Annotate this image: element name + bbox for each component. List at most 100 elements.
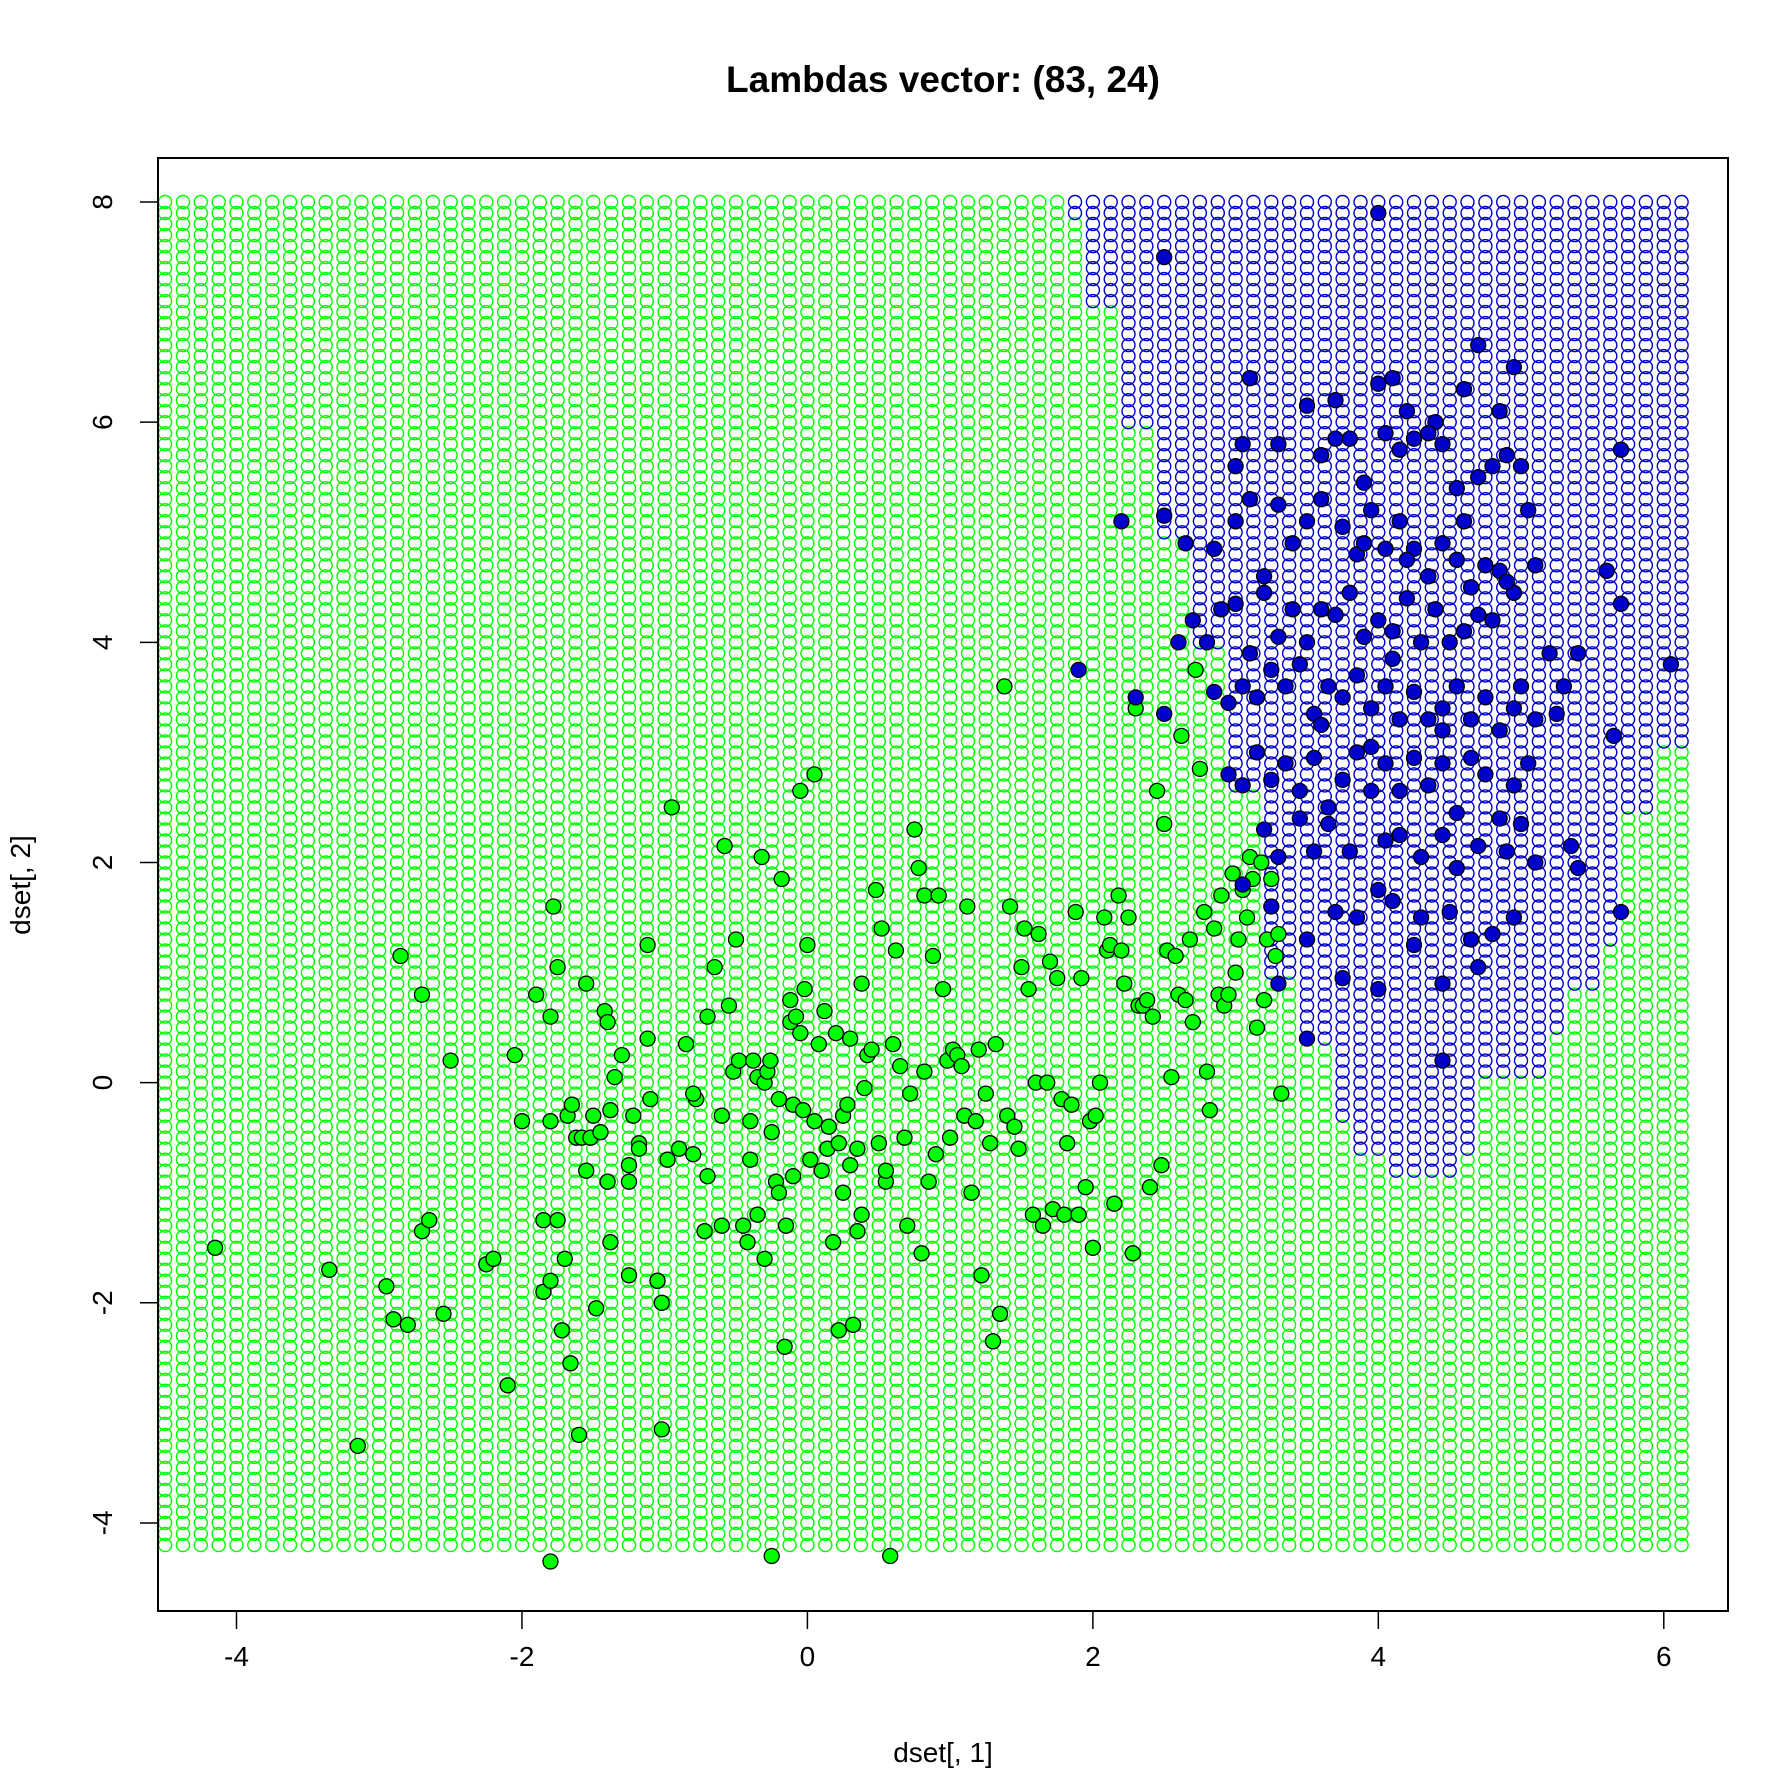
grid-point: [193, 503, 209, 518]
grid-point: [265, 734, 280, 749]
grid-point: [265, 1361, 280, 1377]
grid-point: [211, 481, 226, 496]
grid-point: [300, 1526, 316, 1542]
grid-point: [265, 525, 280, 540]
grid-point: [282, 1471, 298, 1487]
grid-point: [175, 426, 191, 441]
grid-point: [282, 558, 298, 573]
grid-point: [229, 1119, 244, 1134]
grid-point: [247, 337, 262, 353]
grid-point: [211, 1284, 226, 1300]
grid-point: [247, 844, 262, 859]
grid-point: [229, 976, 244, 991]
grid-point: [193, 1130, 209, 1145]
grid-point: [229, 337, 244, 353]
grid-point: [211, 789, 226, 804]
grid-point: [193, 756, 209, 771]
grid-point: [211, 1075, 226, 1090]
grid-point: [247, 1471, 262, 1487]
grid-point: [229, 1251, 244, 1267]
grid-point: [282, 1086, 298, 1101]
grid-point: [265, 249, 280, 265]
grid-point: [193, 778, 209, 793]
grid-point: [247, 1383, 262, 1399]
grid-point: [211, 1526, 226, 1542]
grid-point: [247, 811, 262, 826]
grid-point: [193, 514, 209, 529]
grid-point: [282, 1317, 298, 1333]
grid-point: [282, 1526, 298, 1542]
grid-point: [282, 965, 298, 980]
grid-point: [265, 1251, 280, 1267]
grid-point: [229, 855, 244, 870]
grid-point: [211, 326, 226, 342]
grid-point: [247, 679, 262, 694]
grid-point: [229, 932, 244, 947]
grid-point: [229, 679, 244, 694]
grid-point: [282, 690, 298, 705]
grid-point: [282, 635, 298, 650]
grid-point: [175, 1273, 191, 1289]
grid-point: [229, 1350, 244, 1366]
grid-point: [175, 194, 191, 210]
grid-point: [282, 514, 298, 529]
grid-point: [282, 1075, 298, 1090]
grid-point: [211, 734, 226, 749]
grid-point: [175, 1218, 191, 1233]
grid-point: [265, 756, 280, 771]
grid-point: [265, 1339, 280, 1355]
grid-point: [175, 866, 191, 881]
grid-point: [211, 888, 226, 903]
grid-point: [229, 1097, 244, 1112]
grid-point: [211, 833, 226, 848]
grid-point: [193, 1405, 209, 1421]
grid-point: [247, 1240, 262, 1256]
grid-point: [282, 481, 298, 496]
grid-point: [193, 899, 209, 914]
grid-point: [175, 1086, 191, 1101]
grid-point: [247, 976, 262, 991]
grid-point: [193, 1053, 209, 1068]
grid-point: [211, 1163, 226, 1178]
grid-point: [265, 833, 280, 848]
grid-point: [211, 558, 226, 573]
grid-point: [211, 690, 226, 705]
grid-point: [175, 1482, 191, 1498]
grid-point: [193, 1493, 209, 1509]
grid-point: [193, 205, 209, 221]
grid-point: [247, 293, 262, 309]
grid-point: [247, 987, 262, 1002]
grid-point: [229, 613, 244, 628]
grid-point: [282, 1537, 298, 1553]
grid-point: [193, 734, 209, 749]
grid-point: [211, 1306, 226, 1322]
grid-point: [175, 205, 191, 221]
grid-point: [193, 547, 209, 562]
grid-point: [247, 778, 262, 793]
grid-point: [211, 1086, 226, 1101]
grid-point: [282, 1361, 298, 1377]
grid-point: [247, 271, 262, 287]
grid-point: [193, 844, 209, 859]
grid-point: [247, 536, 262, 551]
grid-point: [193, 293, 209, 309]
grid-point: [229, 304, 244, 320]
grid-point: [211, 1471, 226, 1487]
grid-point: [282, 811, 298, 826]
grid-point: [265, 1262, 280, 1278]
grid-point: [211, 1295, 226, 1311]
grid-point: [229, 393, 244, 408]
grid-point: [282, 1053, 298, 1068]
grid-point: [247, 503, 262, 518]
grid-point: [175, 514, 191, 529]
grid-point: [265, 855, 280, 870]
grid-point: [175, 249, 191, 265]
grid-point: [247, 624, 262, 639]
grid-point: [300, 1504, 316, 1520]
grid-point: [247, 1526, 262, 1542]
grid-point: [193, 976, 209, 991]
grid-point: [193, 1086, 209, 1101]
grid-point: [265, 437, 280, 452]
grid-point: [229, 1405, 244, 1421]
grid-point: [193, 1262, 209, 1278]
